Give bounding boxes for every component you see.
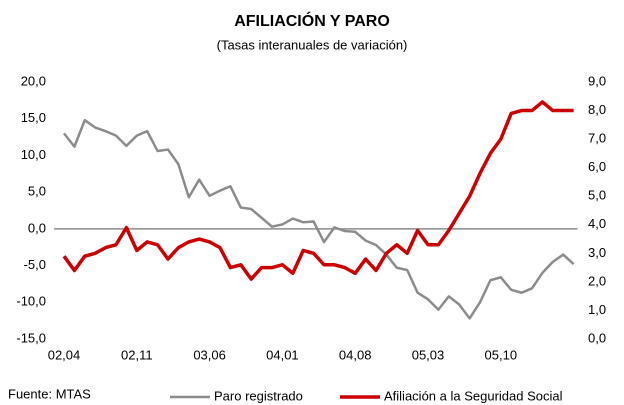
y2-tick-label: 2,0: [588, 273, 606, 288]
y2-tick-label: 1,0: [588, 302, 606, 317]
source: Fuente: MTAS: [8, 386, 91, 401]
y2-tick-label: 4,0: [588, 216, 606, 231]
legend-label: Paro registrado: [214, 388, 303, 403]
series-line: [63, 118, 575, 320]
y2-tick-label: 3,0: [588, 245, 606, 260]
chart-subtitle: (Tasas interanuales de variación): [217, 37, 408, 52]
x-tick-label: 05,03: [412, 347, 445, 362]
series-line: [62, 100, 574, 281]
y-tick-label: 0,0: [28, 220, 46, 235]
x-tick-label: 03,06: [193, 347, 226, 362]
x-tick-label: 02,04: [48, 347, 81, 362]
chart-title: AFILIACIÓN Y PARO: [234, 11, 390, 30]
y-tick-label: 10,0: [21, 147, 46, 162]
y2-tick-label: 7,0: [588, 131, 606, 146]
y2-tick-label: 0,0: [588, 330, 606, 345]
x-tick-label: 05,10: [485, 347, 518, 362]
y2-tick-label: 9,0: [588, 73, 606, 88]
y-tick-label: 5,0: [28, 184, 46, 199]
x-tick-label: 04,01: [266, 347, 299, 362]
y-tick-label: 20,0: [21, 73, 46, 88]
y-tick-label: 15,0: [21, 110, 46, 125]
x-tick-label: 02,11: [121, 347, 153, 362]
y2-tick-label: 6,0: [588, 159, 606, 174]
y-tick-label: -5,0: [24, 257, 46, 272]
legend-label: Afiliación a la Seguridad Social: [384, 388, 563, 403]
y2-tick-label: 8,0: [588, 102, 606, 117]
y2-tick-label: 5,0: [588, 188, 606, 203]
x-tick-label: 04,08: [339, 347, 372, 362]
y-tick-label: -15,0: [16, 330, 46, 345]
y-tick-label: -10,0: [16, 294, 46, 309]
